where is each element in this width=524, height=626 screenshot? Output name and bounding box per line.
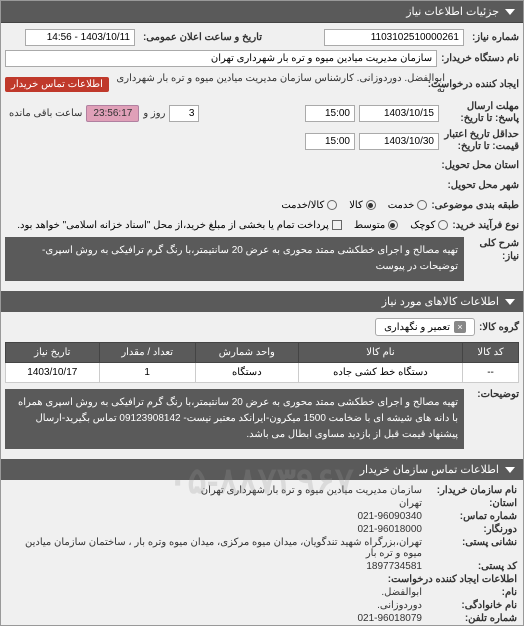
postal-code-value: 1897734581 xyxy=(366,561,422,572)
pkg-goods-label: کالا xyxy=(349,200,363,211)
creator-family-value: دوردوزانی. xyxy=(377,600,422,611)
col-name: نام کالا xyxy=(298,343,462,363)
radio-icon xyxy=(388,220,398,230)
creator-name-label: نام: xyxy=(422,587,517,598)
pkg-service-radio[interactable]: خدمت xyxy=(388,200,428,211)
announce-datetime-label: تاریخ و ساعت اعلان عمومی: xyxy=(139,32,262,43)
phone-label: شماره تماس: xyxy=(422,511,517,522)
goods-group-pill[interactable]: × تعمیر و نگهداری xyxy=(375,318,475,336)
fax-value: 021-96018000 xyxy=(357,524,422,535)
table-row: -- دستگاه خط کشی جاده دستگاه 1 1403/10/1… xyxy=(6,363,519,383)
purchase-type-label: نوع فرآیند خرید: xyxy=(448,220,519,231)
pt-note-label: پرداخت تمام یا بخشی از مبلغ خرید،از محل … xyxy=(17,220,329,231)
price-validity-time: 15:00 xyxy=(305,133,355,150)
package-type-label: طبقه بندی موضوعی: xyxy=(427,200,519,211)
pt-note-check[interactable]: پرداخت تمام یا بخشی از مبلغ خرید،از محل … xyxy=(17,220,342,231)
postal-address-label: نشانی پستی: xyxy=(422,537,517,559)
radio-icon xyxy=(417,200,427,210)
creator-family-label: نام خانوادگی: xyxy=(422,600,517,611)
contact-info-button[interactable]: اطلاعات تماس خریدار xyxy=(5,77,109,92)
creator-name-value: ابوالفضل. xyxy=(381,587,422,598)
goods-table: کد کالا نام کالا واحد شمارش تعداد / مقدا… xyxy=(5,342,519,383)
collapse-icon xyxy=(505,299,515,305)
contacts-section-header[interactable]: اطلاعات تماس سازمان خریدار xyxy=(1,459,523,480)
remaining-time-badge: 23:56:17 xyxy=(86,105,139,122)
col-qty: تعداد / مقدار xyxy=(99,343,195,363)
days-text: روز و xyxy=(139,106,169,121)
announce-datetime-value: 1403/10/11 - 14:56 xyxy=(25,29,135,46)
pkg-mixed-label: کالا/خدمت xyxy=(281,200,324,211)
notes-box: تهیه مصالح و اجرای خطکشی ممتد محوری به ع… xyxy=(5,389,464,449)
pt-small-radio[interactable]: کوچک xyxy=(410,220,448,231)
days-count: 3 xyxy=(169,105,199,122)
delivery-state-label: استان محل تحویل: xyxy=(437,160,519,171)
creator-phone-label: شماره تلفن: xyxy=(422,613,517,624)
device-name-value: سازمان مدیریت میادین میوه و تره بار شهرد… xyxy=(5,50,437,67)
cell-unit: دستگاه xyxy=(195,363,298,383)
general-desc-label: شرح کلی نیاز: xyxy=(464,237,519,263)
collapse-icon xyxy=(505,467,515,473)
collapse-icon xyxy=(505,9,515,15)
col-unit: واحد شمارش xyxy=(195,343,298,363)
table-header-row: کد کالا نام کالا واحد شمارش تعداد / مقدا… xyxy=(6,343,519,363)
need-number-label: شماره نیاز: xyxy=(468,32,519,43)
contacts-section-title: اطلاعات تماس سازمان خریدار xyxy=(360,463,499,476)
state-value: تهران xyxy=(399,498,422,509)
postal-address-value: تهران،بزرگراه شهید تندگویان، میدان میوه … xyxy=(7,537,422,559)
cell-date: 1403/10/17 xyxy=(6,363,100,383)
general-desc-box: تهیه مصالح و اجرای خطکشی ممتد محوری به ع… xyxy=(5,237,464,281)
need-number-value: 1103102510000261 xyxy=(324,29,464,46)
price-validity-label: حداقل تاریخ اعتبار قیمت: تا تاریخ: xyxy=(439,129,519,153)
price-validity-date: 1403/10/30 xyxy=(359,133,439,150)
remaining-text: ساعت باقی مانده xyxy=(5,106,86,121)
goods-section-header[interactable]: اطلاعات کالاهای مورد نیاز xyxy=(1,291,523,312)
creator-label: ایجاد کننده درخواست: xyxy=(449,79,519,90)
state-label: استان: xyxy=(422,498,517,509)
postal-code-label: کد پستی: xyxy=(422,561,517,572)
creator-value: ابوالفضل. دوردوزانی. کارشناس سازمان مدیر… xyxy=(109,71,449,97)
col-date: تاریخ نیاز xyxy=(6,343,100,363)
goods-group-label: گروه کالا: xyxy=(475,322,519,333)
close-icon[interactable]: × xyxy=(454,321,466,333)
deadline-send-label: مهلت ارسال پاسخ: تا تاریخ: xyxy=(439,101,519,125)
fax-label: دورنگار: xyxy=(422,524,517,535)
panel-title: جزئیات اطلاعات نیاز xyxy=(406,5,499,18)
org-name-label: نام سازمان خریدار: xyxy=(422,485,517,496)
delivery-city-label: شهر محل تحویل: xyxy=(443,180,519,191)
deadline-send-date: 1403/10/15 xyxy=(359,105,439,122)
phone-value: 021-96090340 xyxy=(357,511,422,522)
creator-phone-value: 021-96018079 xyxy=(357,613,422,624)
org-name-value: سازمان مدیریت میادین میوه و تره بار شهرد… xyxy=(201,485,422,496)
col-code: کد کالا xyxy=(463,343,519,363)
radio-icon xyxy=(366,200,376,210)
cell-qty: 1 xyxy=(99,363,195,383)
panel-header[interactable]: جزئیات اطلاعات نیاز xyxy=(1,1,523,23)
radio-icon xyxy=(327,200,337,210)
pt-medium-label: متوسط xyxy=(354,220,385,231)
pt-small-label: کوچک xyxy=(410,220,435,231)
cell-name: دستگاه خط کشی جاده xyxy=(298,363,462,383)
goods-group-value: تعمیر و نگهداری xyxy=(384,322,450,333)
pkg-mixed-radio[interactable]: کالا/خدمت xyxy=(281,200,337,211)
checkbox-icon xyxy=(332,220,342,230)
pkg-service-label: خدمت xyxy=(388,200,415,211)
goods-section-title: اطلاعات کالاهای مورد نیاز xyxy=(382,295,499,308)
deadline-send-time: 15:00 xyxy=(305,105,355,122)
device-name-label: نام دستگاه خریدار: xyxy=(437,53,519,64)
pkg-goods-radio[interactable]: کالا xyxy=(349,200,376,211)
radio-icon xyxy=(438,220,448,230)
cell-code: -- xyxy=(463,363,519,383)
pt-medium-radio[interactable]: متوسط xyxy=(354,220,398,231)
notes-label: توضیحات: xyxy=(464,389,519,400)
